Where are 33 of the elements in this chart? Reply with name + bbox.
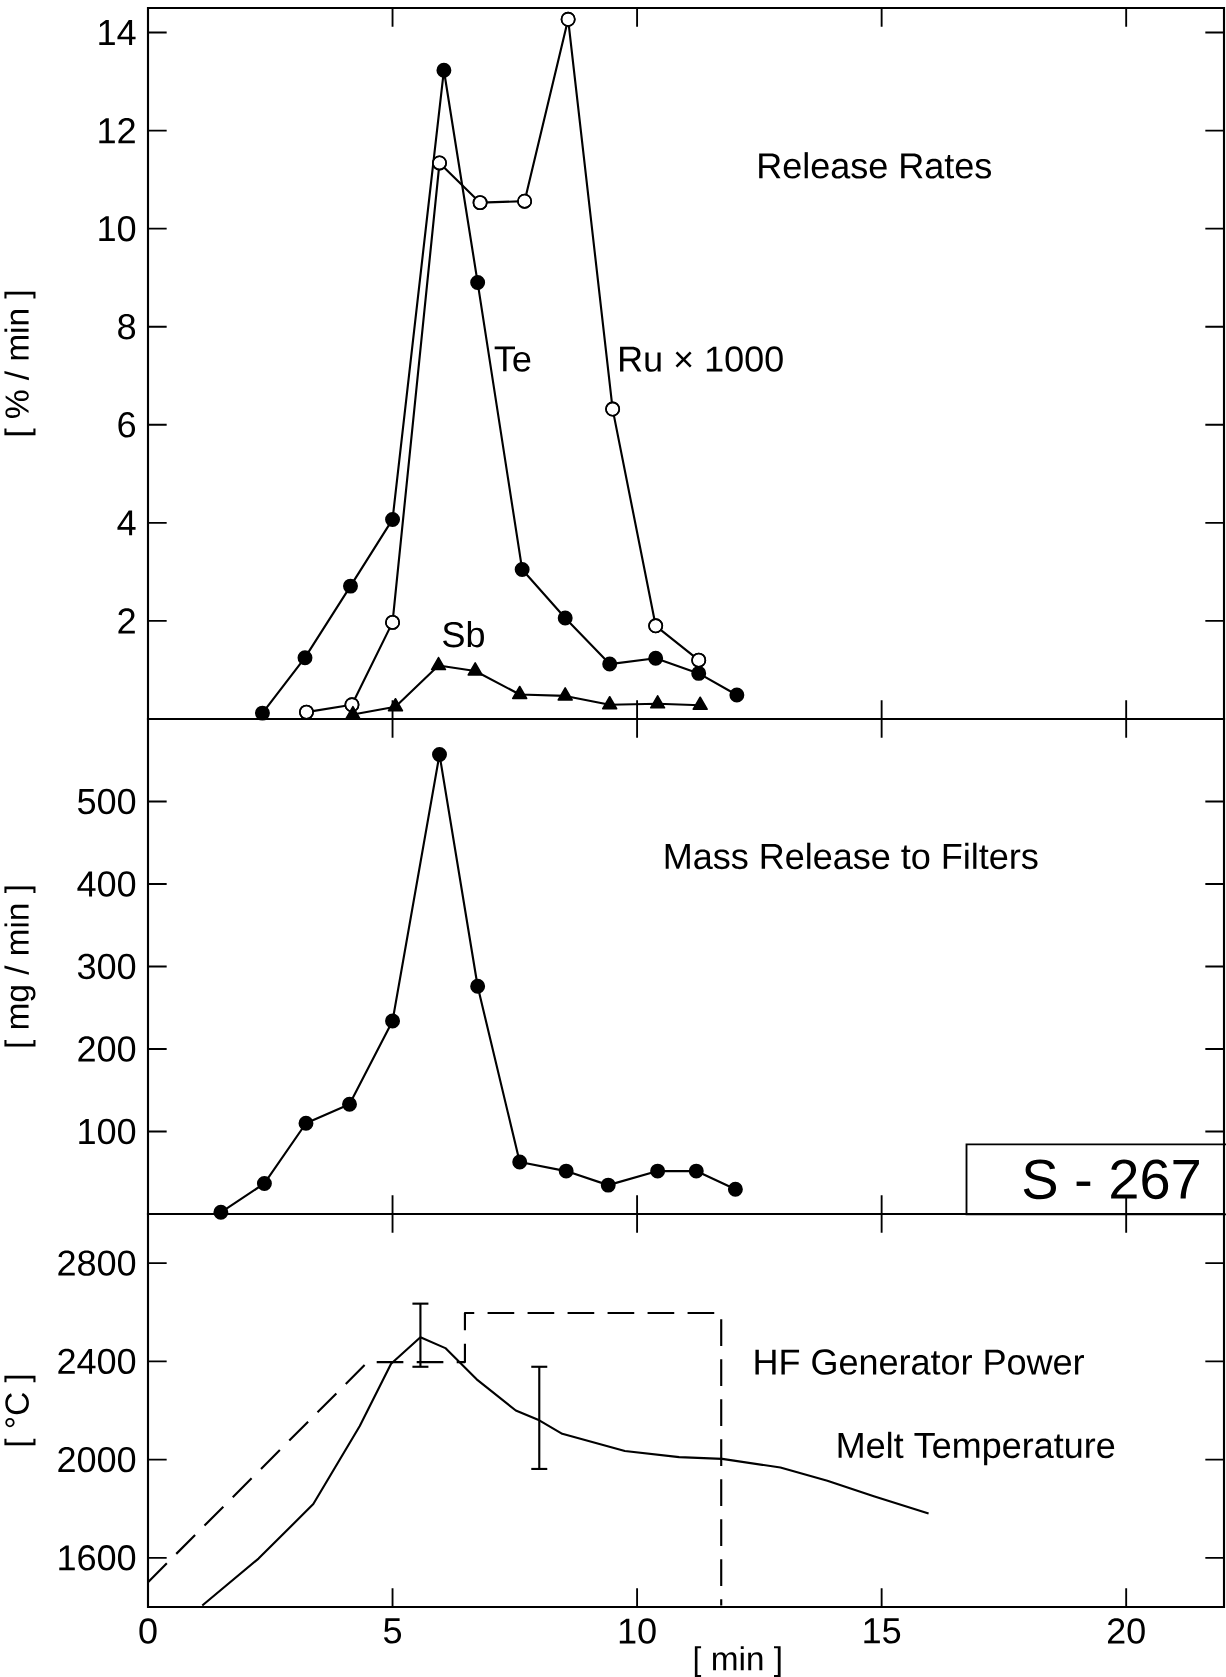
y-tick-label: 6	[118, 412, 136, 438]
annotation: S - 267	[1023, 1159, 1199, 1200]
y-tick-label: 4	[117, 510, 136, 536]
y-tick-label: 2400	[58, 1348, 136, 1375]
series-label: Te	[494, 346, 531, 372]
y-axis-title: [ % / min ]	[4, 291, 36, 436]
series-label: Sb	[443, 620, 484, 648]
y-axis-title: [ mg / min ]	[4, 886, 36, 1047]
y-tick-label: 300	[77, 953, 136, 980]
y-tick-label: 2	[118, 608, 135, 634]
y-tick-label: 2800	[58, 1250, 136, 1276]
y-tick-label: 200	[78, 1036, 136, 1062]
annotation: Mass Release to Filters	[665, 842, 1038, 870]
y-tick-label: 2000	[58, 1446, 136, 1473]
y-tick-label: 12	[99, 118, 135, 144]
y-tick-label: 100	[79, 1118, 136, 1145]
y-tick-label: 14	[99, 20, 136, 45]
y-tick-label: 8	[118, 313, 136, 340]
x-axis-title: [ min ]	[694, 1646, 781, 1677]
y-tick-label: 500	[78, 788, 136, 815]
x-tick-label: 10	[619, 1618, 656, 1644]
x-tick-label: 15	[864, 1618, 901, 1644]
series-label: HF Generator Power	[755, 1349, 1084, 1375]
y-tick-label: 10	[99, 215, 136, 242]
x-tick-label: 0	[139, 1618, 157, 1644]
series-label: Ru × 1000	[620, 346, 783, 372]
y-tick-label: 400	[77, 871, 136, 897]
series-label: Melt Temperature	[838, 1431, 1115, 1466]
y-axis-title: [ °C ]	[4, 1375, 36, 1446]
y-tick-label: 1600	[59, 1545, 136, 1571]
annotation: Release Rates	[759, 152, 991, 179]
x-tick-label: 20	[1107, 1618, 1145, 1644]
x-tick-label: 5	[383, 1618, 402, 1644]
